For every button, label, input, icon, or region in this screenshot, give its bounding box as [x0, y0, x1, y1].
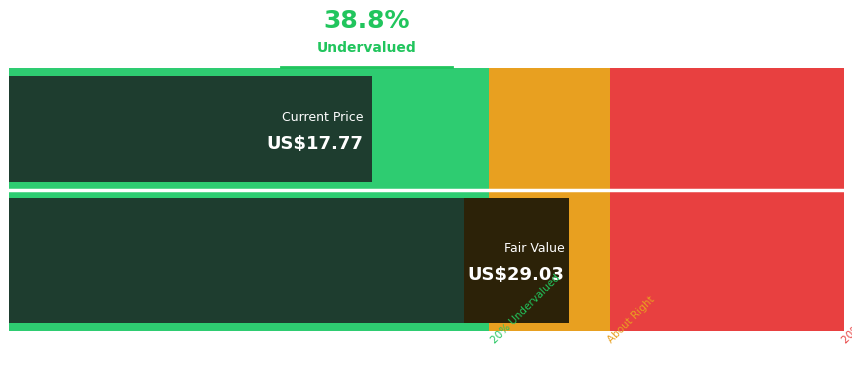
Text: Undervalued: Undervalued — [317, 41, 416, 54]
Text: 20% Overvalued: 20% Overvalued — [839, 277, 852, 345]
Text: Current Price: Current Price — [282, 111, 363, 124]
Bar — [9, 198, 568, 323]
Bar — [610, 68, 843, 190]
Text: US$29.03: US$29.03 — [467, 266, 564, 285]
Bar — [9, 190, 489, 331]
Bar — [9, 68, 489, 190]
Bar — [463, 198, 568, 323]
Text: About Right: About Right — [606, 294, 656, 345]
Text: Fair Value: Fair Value — [503, 242, 564, 255]
Text: 38.8%: 38.8% — [323, 9, 410, 33]
Bar — [610, 190, 843, 331]
Bar — [9, 76, 371, 182]
Text: 20% Undervalued: 20% Undervalued — [489, 272, 561, 345]
Bar — [489, 190, 610, 331]
Text: US$17.77: US$17.77 — [267, 135, 363, 154]
Bar — [489, 68, 610, 190]
